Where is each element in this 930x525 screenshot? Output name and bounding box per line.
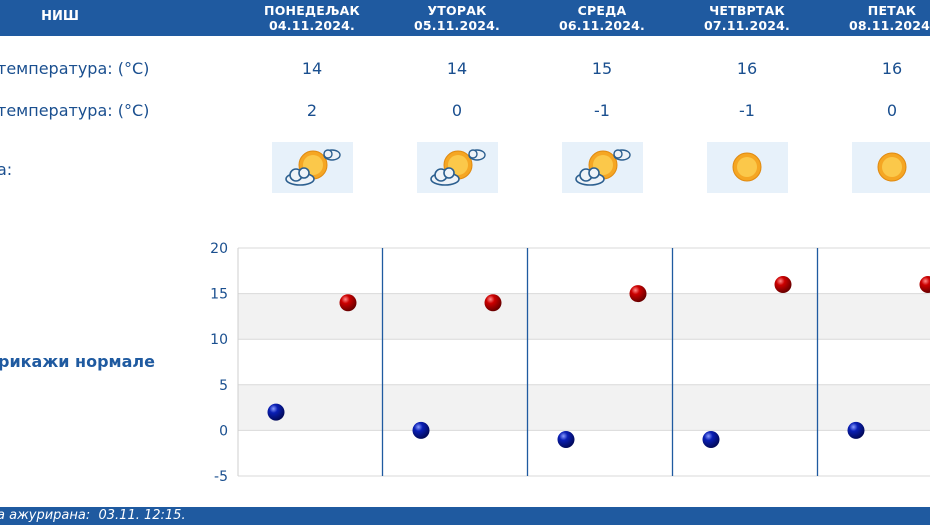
chart-band [238, 384, 930, 431]
day-date: 04.11.2024. [268, 18, 356, 33]
last-updated: а ажурирана: 03.11. 12:15. [0, 507, 186, 525]
min-temp-point [557, 431, 575, 449]
max-temp-point [629, 285, 647, 303]
y-tick-label: 15 [210, 287, 228, 303]
min-temp-point [412, 421, 430, 439]
day-name: ПОНЕДЕЉАК [264, 3, 360, 18]
max-temp-value: 14 [446, 59, 468, 78]
max-temp-point [484, 294, 502, 312]
day-name: СРЕДА [577, 3, 627, 18]
min-temp-value: -1 [594, 101, 610, 120]
y-tick-label: 0 [219, 423, 228, 439]
day-name: ЧЕТВРТАК [709, 3, 785, 18]
updated-value: 03.11. 12:15. [98, 508, 186, 523]
partly-sunny-icon [417, 142, 498, 193]
min-temp-label: температура: (°C) [0, 101, 150, 120]
day-header-5: ПЕТАК 08.11.2024. [822, 3, 930, 33]
sunny-icon [707, 142, 788, 193]
day-name: ПЕТАК [867, 3, 917, 18]
partly-sunny-icon [272, 142, 353, 193]
footer-bar: а ажурирана: 03.11. 12:15. [0, 507, 930, 525]
day-header-1: ПОНЕДЕЉАК 04.11.2024. [242, 3, 382, 33]
max-temp-point [919, 275, 930, 293]
min-temp-point [702, 431, 720, 449]
max-temp-label: температура: (°C) [0, 59, 150, 78]
temperature-chart: 20 15 10 5 0 -5 [210, 241, 930, 485]
day-date: 08.11.2024. [848, 18, 930, 33]
day-date: 06.11.2024. [558, 18, 646, 33]
day-header-3: СРЕДА 06.11.2024. [532, 3, 672, 33]
max-temp-point [339, 294, 357, 312]
updated-label: а ажурирана: [0, 508, 91, 523]
max-temp-value: 16 [736, 59, 758, 78]
day-name: УТОРАК [427, 3, 487, 18]
sunny-icon [852, 142, 930, 193]
max-temp-value: 14 [301, 59, 323, 78]
day-header-4: ЧЕТВРТАК 07.11.2024. [677, 3, 817, 33]
min-temp-point [847, 421, 865, 439]
day-date: 05.11.2024. [413, 18, 501, 33]
y-tick-label: 10 [210, 332, 228, 348]
min-temp-value: 2 [306, 101, 318, 120]
min-temp-value: 0 [451, 101, 463, 120]
forecast-header: НИШ ПОНЕДЕЉАК 04.11.2024. УТОРАК 05.11.2… [0, 0, 930, 36]
y-tick-label: 20 [210, 241, 228, 257]
day-date: 07.11.2024. [703, 18, 791, 33]
max-temp-value: 16 [881, 59, 903, 78]
min-temp-value: 0 [886, 101, 898, 120]
max-temp-point [774, 275, 792, 293]
min-temp-point [267, 403, 285, 421]
city-name: НИШ [41, 9, 79, 24]
max-temp-value: 15 [591, 59, 613, 78]
weather-label: а: [0, 160, 13, 179]
y-tick-label: -5 [214, 469, 228, 485]
y-tick-label: 5 [219, 378, 228, 394]
partly-sunny-icon [562, 142, 643, 193]
show-normals-link[interactable]: рикажи нормале [0, 352, 155, 371]
min-temp-value: -1 [739, 101, 755, 120]
day-header-2: УТОРАК 05.11.2024. [387, 3, 527, 33]
